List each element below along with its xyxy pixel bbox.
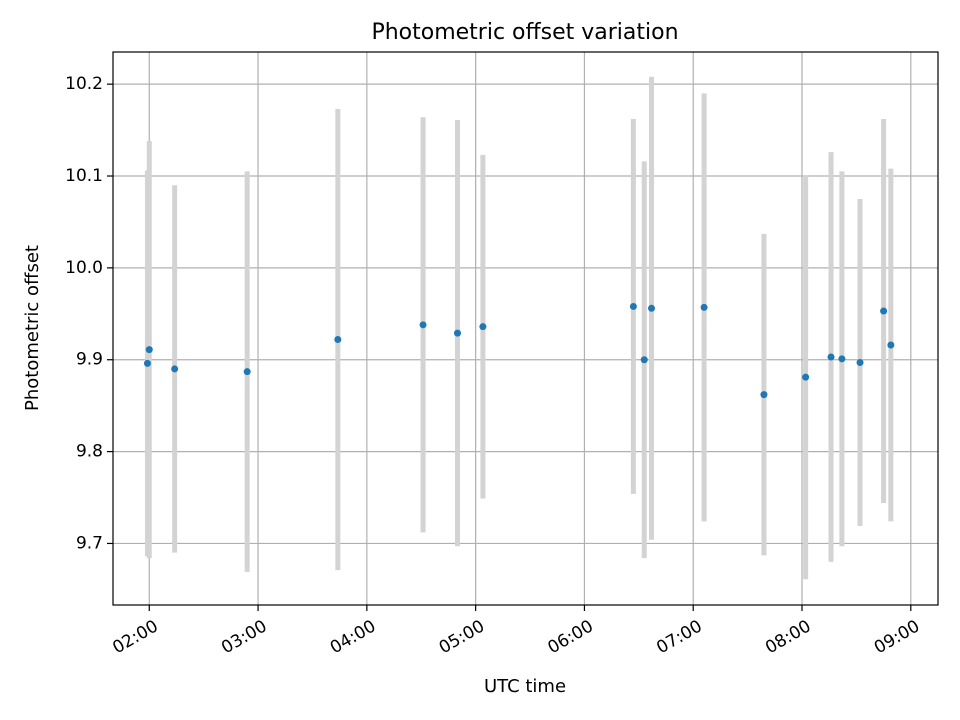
y-tick-label: 9.8: [76, 442, 103, 462]
x-axis-label: UTC time: [484, 676, 566, 697]
data-point: [629, 302, 637, 310]
y-tick-label: 9.9: [76, 350, 103, 370]
data-point: [802, 373, 810, 381]
data-point: [640, 356, 648, 364]
data-point: [838, 355, 846, 363]
data-point: [880, 307, 888, 315]
data-point: [827, 353, 835, 361]
data-point: [145, 346, 153, 354]
chart-title: Photometric offset variation: [371, 20, 678, 45]
y-tick-label: 10.2: [65, 74, 103, 94]
data-point: [700, 303, 708, 311]
data-point: [479, 323, 487, 331]
y-tick-label: 10.1: [65, 166, 103, 186]
y-axis-ticks: 9.7 9.8 9.9 10.0 10.1 10.2: [65, 74, 113, 553]
y-tick-label: 9.7: [76, 533, 103, 553]
data-point: [243, 368, 251, 376]
data-points: [143, 302, 895, 399]
data-point: [171, 365, 179, 373]
data-point: [648, 304, 656, 312]
data-point: [334, 336, 342, 344]
data-point: [760, 391, 768, 399]
data-point: [419, 321, 427, 329]
plot-frame: [112, 51, 939, 606]
y-axis-label: Photometric offset: [22, 245, 43, 411]
data-point: [887, 341, 895, 349]
y-tick-label: 10.0: [65, 258, 103, 278]
data-point: [856, 358, 864, 366]
data-point: [143, 359, 151, 367]
grid: [113, 52, 938, 605]
data-point: [454, 329, 462, 337]
